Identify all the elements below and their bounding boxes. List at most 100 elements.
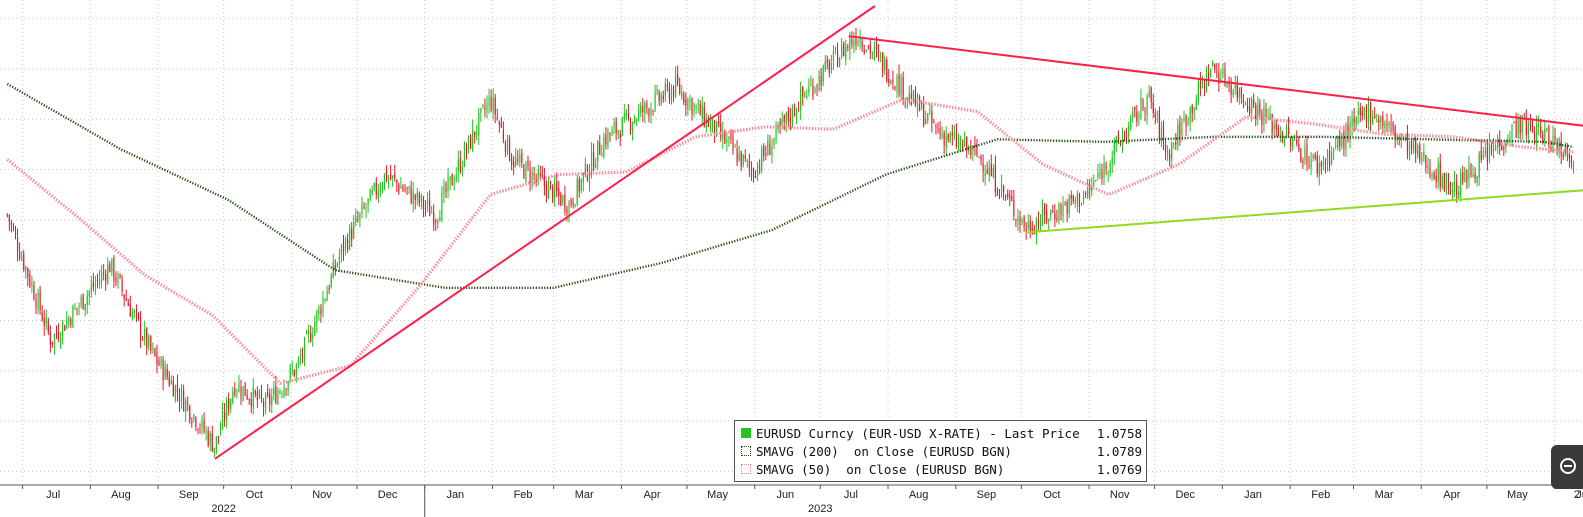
candle-body: [170, 380, 172, 384]
candle-body: [1486, 147, 1488, 163]
candle-body: [428, 200, 431, 217]
candle-body: [685, 99, 687, 106]
candle-body: [1027, 222, 1029, 229]
grid-lines: [0, 0, 1583, 484]
candle-body: [125, 298, 127, 301]
candle-body: [1392, 122, 1394, 131]
candle-body: [1388, 122, 1390, 128]
candle-body: [793, 105, 796, 116]
candle-body: [1021, 219, 1023, 222]
candle-body: [70, 319, 72, 326]
candle-body: [648, 109, 650, 116]
candle-body: [824, 61, 826, 70]
candle-body: [68, 317, 70, 324]
candle-body: [1246, 105, 1249, 110]
candle-body: [480, 108, 482, 114]
candle-body: [513, 161, 515, 168]
candle-body: [1222, 67, 1224, 75]
candle-body: [1447, 174, 1450, 189]
candle-body: [117, 274, 119, 285]
candle-body: [707, 117, 709, 128]
candle-body: [1058, 204, 1060, 221]
candle-body: [1009, 195, 1011, 198]
candle-body: [687, 98, 689, 110]
candle-body: [787, 110, 789, 121]
x-tick-label: Mar: [575, 489, 594, 501]
candle-body: [451, 174, 453, 186]
candle-body: [592, 151, 595, 170]
candle-body: [447, 177, 449, 193]
candle-body: [459, 157, 461, 172]
candle-body: [711, 117, 714, 126]
candle-body: [1107, 171, 1109, 173]
year-label: 2023: [808, 503, 832, 515]
candle-body: [1408, 140, 1411, 156]
candle-body: [1251, 98, 1253, 114]
candle-body: [888, 78, 890, 83]
candle-body: [1490, 145, 1493, 152]
candle-body: [148, 336, 150, 348]
candle-body: [226, 400, 228, 421]
candle-body: [1404, 134, 1406, 140]
candle-body: [812, 85, 814, 97]
legend-swatch-sma50: [741, 464, 751, 474]
candle-body: [697, 103, 699, 105]
legend-value: 1.0758: [1096, 425, 1142, 441]
candle-body: [1308, 164, 1310, 166]
x-tick-label: Oct: [246, 489, 263, 501]
candle-body: [1292, 138, 1294, 148]
candle-body: [1095, 180, 1097, 182]
candle-body: [90, 285, 92, 291]
candle-body: [1029, 220, 1031, 232]
candle-body: [8, 214, 10, 222]
chart-options-button[interactable]: [1551, 445, 1583, 489]
candle-body: [1423, 151, 1425, 159]
candle-body: [312, 335, 314, 339]
candle-body: [1156, 113, 1158, 115]
candle-body: [62, 322, 64, 337]
candle-body: [392, 175, 394, 178]
candle-body: [66, 319, 68, 329]
candle-body: [45, 317, 47, 324]
candle-body: [1478, 153, 1480, 178]
candle-body: [193, 414, 195, 420]
candle-body: [1160, 127, 1163, 142]
candle-body: [1265, 109, 1267, 121]
candle-body: [1187, 122, 1189, 125]
candle-body: [256, 392, 258, 401]
candle-body: [603, 137, 605, 157]
candle-body: [734, 146, 736, 148]
candle-body: [937, 129, 939, 131]
candle-body: [416, 191, 418, 198]
candle-body: [385, 169, 388, 181]
candle-body: [1529, 121, 1532, 127]
candle-body: [439, 216, 441, 222]
candle-body: [859, 37, 861, 43]
candle-body: [1572, 164, 1575, 167]
candle-body: [664, 83, 666, 97]
candle-body: [681, 91, 683, 97]
candle-body: [1441, 176, 1443, 188]
candle-body: [1488, 142, 1491, 161]
candle-body: [1476, 176, 1478, 183]
resistance-trendline: [214, 5, 876, 460]
candle-body: [185, 400, 187, 413]
candle-body: [381, 185, 384, 191]
legend-item-price: EURUSD Curncy (EUR-USD X-RATE) - Last Pr…: [741, 424, 1142, 442]
x-tick-label: May: [1507, 489, 1528, 501]
candle-body: [1142, 99, 1144, 109]
candle-body: [609, 132, 611, 136]
candle-body: [582, 172, 584, 183]
candle-body: [1275, 122, 1277, 130]
candle-body: [660, 95, 662, 104]
candle-body: [1521, 116, 1523, 133]
candle-body: [1259, 102, 1261, 114]
candle-body: [961, 143, 964, 149]
candle-body: [554, 182, 556, 200]
candle-body: [830, 63, 832, 71]
candle-body: [912, 91, 914, 102]
candle-body: [1417, 145, 1419, 156]
candle-body: [769, 143, 771, 155]
candle-body: [1410, 139, 1413, 150]
candle-body: [806, 96, 808, 98]
